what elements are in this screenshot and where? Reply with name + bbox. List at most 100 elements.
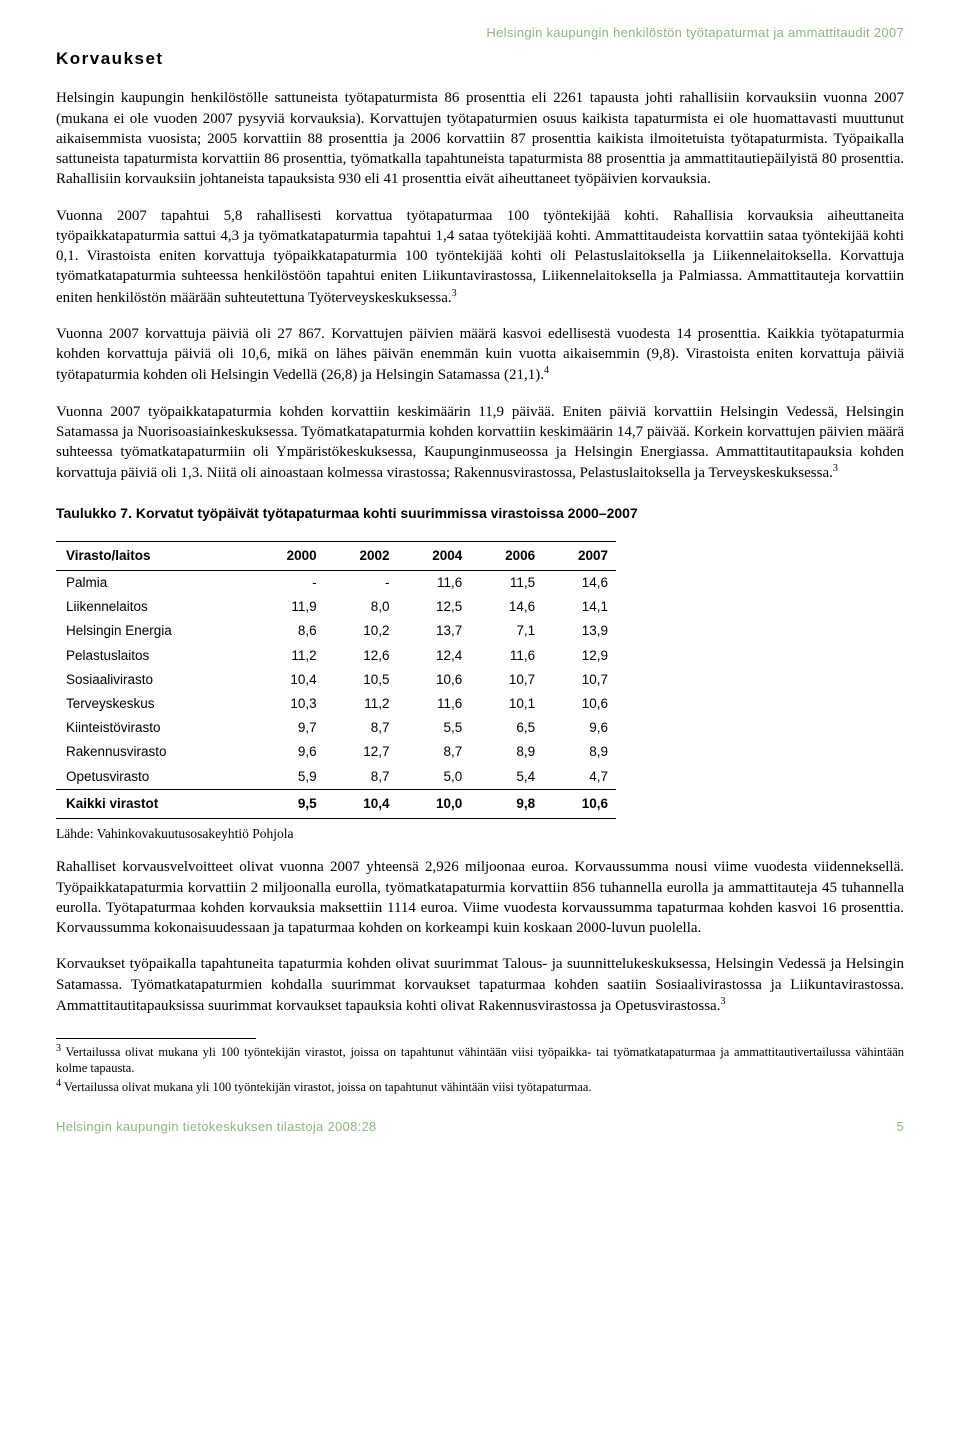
table-cell: 12,5 xyxy=(397,595,470,619)
table-cell: 5,5 xyxy=(397,716,470,740)
footnote-ref: 3 xyxy=(833,463,838,474)
table-cell: 13,9 xyxy=(543,619,616,643)
table-cell: - xyxy=(252,570,325,595)
footnote-text: Vertailussa olivat mukana yli 100 työnte… xyxy=(56,1045,904,1075)
table-cell: 8,7 xyxy=(325,716,398,740)
table-cell: 11,2 xyxy=(325,692,398,716)
table-cell: 9,6 xyxy=(252,740,325,764)
table-header-cell: 2006 xyxy=(470,541,543,570)
table-cell: 9,6 xyxy=(543,716,616,740)
footnote-ref: 3 xyxy=(720,996,725,1007)
table-cell: 12,7 xyxy=(325,740,398,764)
table-header-cell: Virasto/laitos xyxy=(56,541,252,570)
page-footer: Helsingin kaupungin tietokeskuksen tilas… xyxy=(56,1118,904,1136)
table-cell: 5,0 xyxy=(397,765,470,790)
table-cell: 14,6 xyxy=(543,570,616,595)
table-cell: 8,7 xyxy=(397,740,470,764)
table-cell: 10,7 xyxy=(470,668,543,692)
section-title: Korvaukset xyxy=(56,48,904,71)
table-cell: 10,1 xyxy=(470,692,543,716)
table-cell: 10,7 xyxy=(543,668,616,692)
table-cell: Opetusvirasto xyxy=(56,765,252,790)
body-paragraph-6: Korvaukset työpaikalla tapahtuneita tapa… xyxy=(56,954,904,1016)
table-cell: 5,9 xyxy=(252,765,325,790)
table-cell: Kaikki virastot xyxy=(56,789,252,818)
table-cell: Rakennusvirasto xyxy=(56,740,252,764)
table-cell: 10,6 xyxy=(397,668,470,692)
table-cell: 11,5 xyxy=(470,570,543,595)
footnote-separator xyxy=(56,1038,256,1039)
table-cell: 11,9 xyxy=(252,595,325,619)
table-row: Pelastuslaitos11,212,612,411,612,9 xyxy=(56,644,616,668)
table-cell: Terveyskeskus xyxy=(56,692,252,716)
table-cell: 10,0 xyxy=(397,789,470,818)
table-row: Liikennelaitos11,98,012,514,614,1 xyxy=(56,595,616,619)
table-cell: 14,6 xyxy=(470,595,543,619)
table-cell: 4,7 xyxy=(543,765,616,790)
body-paragraph-3: Vuonna 2007 korvattuja päiviä oli 27 867… xyxy=(56,324,904,386)
table-row: Kiinteistövirasto9,78,75,56,59,6 xyxy=(56,716,616,740)
table-cell: 12,4 xyxy=(397,644,470,668)
body-paragraph-4-text: Vuonna 2007 työpaikkatapaturmia kohden k… xyxy=(56,404,904,482)
table-row: Palmia--11,611,514,6 xyxy=(56,570,616,595)
table-cell: 14,1 xyxy=(543,595,616,619)
table-cell: 8,9 xyxy=(543,740,616,764)
table-cell: 5,4 xyxy=(470,765,543,790)
table-cell: 9,5 xyxy=(252,789,325,818)
table-cell: Liikennelaitos xyxy=(56,595,252,619)
table-cell: 8,6 xyxy=(252,619,325,643)
body-paragraph-6-text: Korvaukset työpaikalla tapahtuneita tapa… xyxy=(56,956,904,1014)
body-paragraph-1: Helsingin kaupungin henkilöstölle sattun… xyxy=(56,88,904,189)
table-row: Opetusvirasto5,98,75,05,44,7 xyxy=(56,765,616,790)
table-cell: 10,2 xyxy=(325,619,398,643)
table-cell: 10,6 xyxy=(543,692,616,716)
table-cell: 12,6 xyxy=(325,644,398,668)
table-cell: - xyxy=(325,570,398,595)
table-cell: Kiinteistövirasto xyxy=(56,716,252,740)
footer-page-number: 5 xyxy=(896,1118,904,1136)
table-cell: 9,7 xyxy=(252,716,325,740)
table-cell: 6,5 xyxy=(470,716,543,740)
body-paragraph-3-text: Vuonna 2007 korvattuja päiviä oli 27 867… xyxy=(56,326,904,384)
body-paragraph-2: Vuonna 2007 tapahtui 5,8 rahallisesti ko… xyxy=(56,206,904,308)
body-paragraph-5: Rahalliset korvausvelvoitteet olivat vuo… xyxy=(56,857,904,938)
footnote-text: Vertailussa olivat mukana yli 100 työnte… xyxy=(64,1081,592,1095)
table-cell: 11,6 xyxy=(470,644,543,668)
table-cell: Helsingin Energia xyxy=(56,619,252,643)
table-cell: 9,8 xyxy=(470,789,543,818)
table-cell: 11,2 xyxy=(252,644,325,668)
table-cell: 13,7 xyxy=(397,619,470,643)
table-caption: Taulukko 7. Korvatut työpäivät työtapatu… xyxy=(56,504,904,523)
table-header-cell: 2000 xyxy=(252,541,325,570)
table-cell: 10,4 xyxy=(252,668,325,692)
table-row: Terveyskeskus10,311,211,610,110,6 xyxy=(56,692,616,716)
table-cell: 8,9 xyxy=(470,740,543,764)
table-cell: 10,5 xyxy=(325,668,398,692)
table-cell: 7,1 xyxy=(470,619,543,643)
table-total-row: Kaikki virastot9,510,410,09,810,6 xyxy=(56,789,616,818)
table-cell: Pelastuslaitos xyxy=(56,644,252,668)
table-cell: 8,0 xyxy=(325,595,398,619)
table-cell: 11,6 xyxy=(397,692,470,716)
table-row: Sosiaalivirasto10,410,510,610,710,7 xyxy=(56,668,616,692)
table-cell: 11,6 xyxy=(397,570,470,595)
body-paragraph-2-text: Vuonna 2007 tapahtui 5,8 rahallisesti ko… xyxy=(56,208,904,306)
data-table: Virasto/laitos 2000 2002 2004 2006 2007 … xyxy=(56,541,616,819)
table-cell: 10,4 xyxy=(325,789,398,818)
table-header-row: Virasto/laitos 2000 2002 2004 2006 2007 xyxy=(56,541,616,570)
table-cell: 10,6 xyxy=(543,789,616,818)
table-cell: Palmia xyxy=(56,570,252,595)
running-header: Helsingin kaupungin henkilöstön työtapat… xyxy=(56,24,904,42)
table-row: Helsingin Energia8,610,213,77,113,9 xyxy=(56,619,616,643)
table-header-cell: 2004 xyxy=(397,541,470,570)
footnote-4: 4 Vertailussa olivat mukana yli 100 työn… xyxy=(56,1078,904,1096)
footer-publication: Helsingin kaupungin tietokeskuksen tilas… xyxy=(56,1118,377,1136)
footnote-3: 3 Vertailussa olivat mukana yli 100 työn… xyxy=(56,1043,904,1076)
table-source: Lähde: Vahinkovakuutusosakeyhtiö Pohjola xyxy=(56,825,904,843)
table-cell: Sosiaalivirasto xyxy=(56,668,252,692)
table-cell: 12,9 xyxy=(543,644,616,668)
footnote-ref: 4 xyxy=(544,365,549,376)
table-row: Rakennusvirasto9,612,78,78,98,9 xyxy=(56,740,616,764)
body-paragraph-4: Vuonna 2007 työpaikkatapaturmia kohden k… xyxy=(56,402,904,484)
table-cell: 10,3 xyxy=(252,692,325,716)
